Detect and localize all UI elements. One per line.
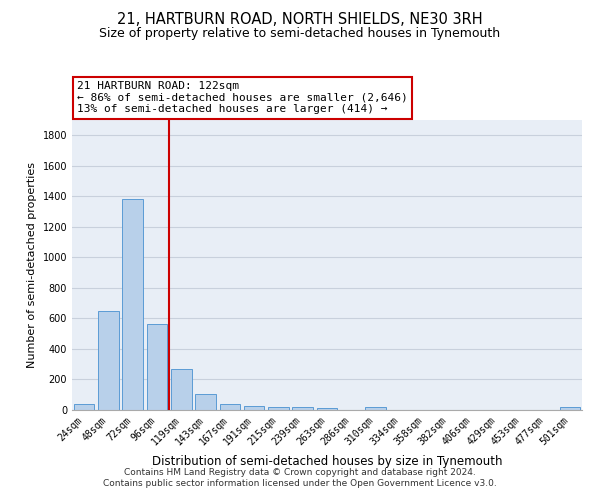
Bar: [74, 404, 94, 410]
Bar: [220, 404, 240, 410]
X-axis label: Distribution of semi-detached houses by size in Tynemouth: Distribution of semi-detached houses by …: [152, 455, 502, 468]
Bar: [146, 324, 167, 410]
Bar: [98, 311, 119, 410]
Bar: [560, 408, 580, 410]
Bar: [122, 198, 143, 410]
Bar: [268, 406, 289, 410]
Bar: [244, 406, 265, 410]
Bar: [171, 369, 191, 410]
Bar: [195, 394, 216, 410]
Y-axis label: Number of semi-detached properties: Number of semi-detached properties: [27, 162, 37, 368]
Bar: [317, 408, 337, 410]
Text: 21 HARTBURN ROAD: 122sqm
← 86% of semi-detached houses are smaller (2,646)
13% o: 21 HARTBURN ROAD: 122sqm ← 86% of semi-d…: [77, 81, 408, 114]
Text: 21, HARTBURN ROAD, NORTH SHIELDS, NE30 3RH: 21, HARTBURN ROAD, NORTH SHIELDS, NE30 3…: [117, 12, 483, 28]
Text: Contains HM Land Registry data © Crown copyright and database right 2024.
Contai: Contains HM Land Registry data © Crown c…: [103, 468, 497, 487]
Bar: [365, 408, 386, 410]
Text: Size of property relative to semi-detached houses in Tynemouth: Size of property relative to semi-detach…: [100, 28, 500, 40]
Bar: [292, 408, 313, 410]
